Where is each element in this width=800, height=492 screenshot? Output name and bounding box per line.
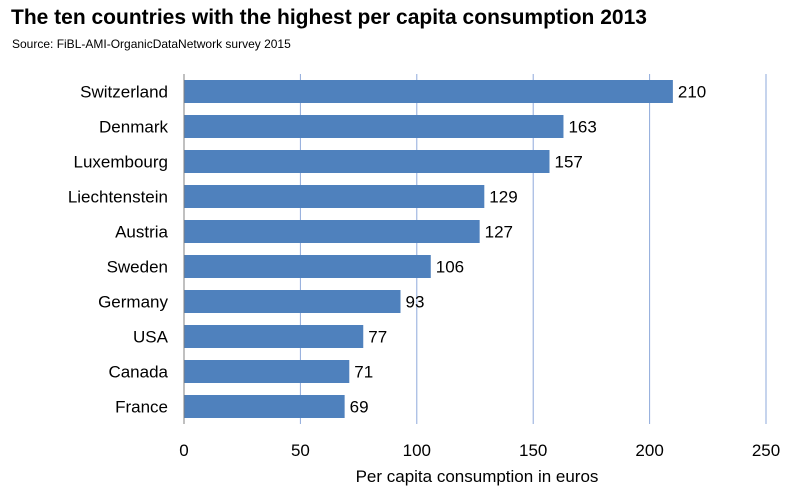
data-label: 157 <box>554 153 582 172</box>
data-labels: 210 163 157 129 127 106 93 77 71 69 <box>350 83 707 417</box>
bar <box>184 255 431 278</box>
data-label: 93 <box>406 293 425 312</box>
data-label: 71 <box>354 363 373 382</box>
chart-title: The ten countries with the highest per c… <box>11 6 647 29</box>
x-tick-label: 100 <box>403 441 431 460</box>
data-label: 129 <box>489 188 517 207</box>
category-label: France <box>115 398 168 417</box>
x-tick-label: 200 <box>635 441 663 460</box>
bar <box>184 325 364 348</box>
data-label: 163 <box>568 118 596 137</box>
category-label: Germany <box>98 293 168 312</box>
x-tick-labels: 0 50 100 150 200 250 <box>179 441 780 460</box>
x-tick-label: 0 <box>179 441 188 460</box>
category-label: USA <box>133 328 169 347</box>
data-label: 106 <box>436 258 464 277</box>
category-label: Switzerland <box>80 83 168 102</box>
bar <box>184 115 564 138</box>
data-label: 210 <box>678 83 706 102</box>
chart-subtitle: Source: FiBL-AMI-OrganicDataNetwork surv… <box>12 37 291 51</box>
x-tick-label: 250 <box>752 441 780 460</box>
x-tick-label: 50 <box>291 441 310 460</box>
category-label: Luxembourg <box>73 153 168 172</box>
x-tick-label: 150 <box>519 441 547 460</box>
bar <box>184 80 673 103</box>
x-axis-label: Per capita consumption in euros <box>356 467 599 486</box>
category-label: Canada <box>108 363 168 382</box>
category-label: Denmark <box>99 118 168 137</box>
data-label: 77 <box>368 328 387 347</box>
category-label: Sweden <box>107 258 168 277</box>
category-label: Austria <box>115 223 168 242</box>
bar <box>184 220 480 243</box>
bar <box>184 395 345 418</box>
bar <box>184 185 485 208</box>
category-labels: Switzerland Denmark Luxembourg Liechtenstei… <box>68 83 169 417</box>
bars <box>184 80 673 418</box>
data-label: 127 <box>485 223 513 242</box>
bar <box>184 150 550 173</box>
data-label: 69 <box>350 398 369 417</box>
category-label: Liechtenstein <box>68 188 168 207</box>
bar <box>184 290 401 313</box>
bar <box>184 360 350 383</box>
